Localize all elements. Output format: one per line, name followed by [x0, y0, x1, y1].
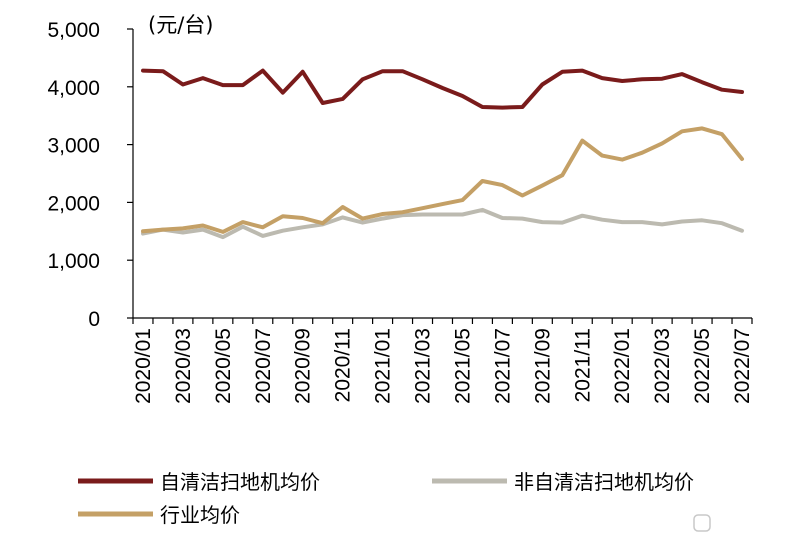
x-tick-label: 2021/05 [451, 328, 474, 404]
x-tick-label: 2020/09 [292, 328, 315, 404]
x-tick-label: 2021/11 [571, 328, 594, 402]
y-tick-label: 1,000 [47, 250, 100, 273]
x-axis-ticks: 2020/01 2020/03 2020/05 2020/07 2020/09 2020/… [132, 318, 754, 404]
series-line-2 [141, 207, 744, 240]
legend-label-self-cleaning: 自清洁扫地机均价 [160, 470, 320, 494]
x-tick-label: 2020/01 [132, 328, 155, 404]
x-tick-label: 2021/03 [412, 328, 435, 404]
x-tick-label: 2022/03 [651, 328, 674, 404]
series-line-1 [141, 68, 744, 110]
x-tick-label: 2020/11 [332, 328, 355, 402]
legend-label-industry: 行业均价 [160, 503, 240, 527]
y-tick-label: 3,000 [47, 135, 100, 158]
legend: 自清洁扫地机均价 非自清洁扫地机均价 行业均价 [78, 470, 694, 527]
x-tick-label: 2022/07 [731, 328, 754, 404]
x-tick-label: 2020/07 [252, 328, 275, 404]
y-tick-label: 4,000 [47, 77, 100, 100]
series-lines [141, 68, 744, 240]
x-tick-label: 2020/05 [212, 328, 235, 404]
y-axis-ticks: 5,000 4,000 3,000 2,000 1,000 0 [47, 19, 133, 331]
x-tick-label: 2021/09 [531, 328, 554, 404]
x-tick-label: 2021/01 [372, 328, 395, 404]
y-tick-label: 0 [88, 308, 100, 331]
x-tick-label: 2020/03 [172, 328, 195, 404]
y-tick-label: 5,000 [47, 19, 100, 42]
x-tick-label: 2022/05 [691, 328, 714, 404]
x-tick-label: 2022/01 [611, 328, 634, 404]
series-line-3 [141, 126, 744, 234]
legend-label-non-self-cleaning: 非自清洁扫地机均价 [514, 470, 694, 494]
unit-label: (元/台) [148, 13, 213, 37]
y-tick-label: 2,000 [47, 192, 100, 215]
watermark-logo [693, 514, 711, 532]
x-tick-label: 2021/07 [491, 328, 514, 404]
